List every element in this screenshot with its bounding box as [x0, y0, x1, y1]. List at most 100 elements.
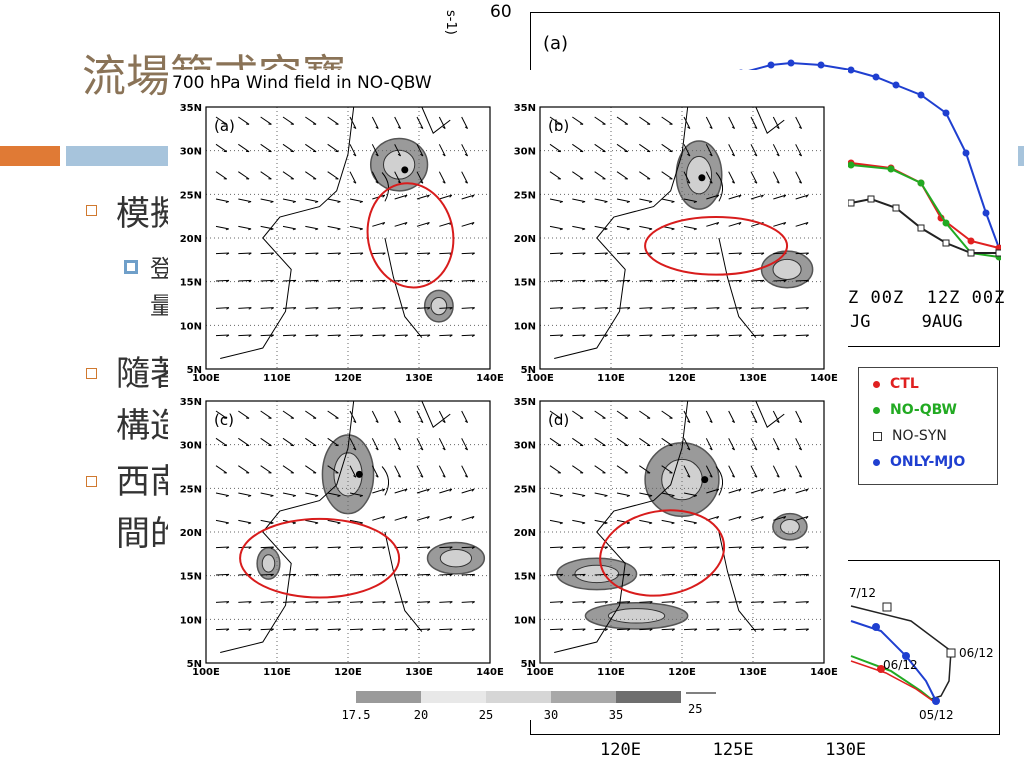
panel-frame	[205, 400, 491, 664]
wind-vector-head	[315, 573, 319, 577]
wind-vector	[728, 488, 742, 494]
wind-vector-head	[427, 334, 431, 338]
wind-vector	[260, 492, 274, 497]
wind-vector-head	[353, 447, 357, 451]
wind-vector	[639, 334, 653, 337]
wind-vector-head	[449, 334, 453, 338]
wind-vector	[549, 334, 564, 337]
wind-vector	[661, 410, 673, 419]
wind-vector-head	[582, 279, 586, 283]
wind-vector-head	[560, 279, 564, 283]
colorbar-label: 35	[609, 708, 623, 720]
wind-vector	[215, 198, 229, 203]
wind-vector-head	[427, 601, 431, 604]
wind-vector-head	[560, 601, 564, 604]
wind-vector-head	[776, 126, 780, 129]
wind-vector	[639, 279, 653, 282]
wind-vector	[371, 438, 379, 451]
colorbar-label: 17.5	[342, 708, 371, 720]
legend-item-no-qbw: NO-QBW	[873, 402, 957, 418]
wind-vector-head	[709, 153, 713, 157]
wind-vector-head	[315, 495, 319, 497]
wind-vector	[549, 252, 564, 255]
wind-vector-head	[420, 181, 424, 184]
track-label: 7/12	[849, 586, 876, 600]
wind-vector	[238, 492, 252, 497]
wind-vector	[549, 437, 562, 447]
wind-vector	[394, 465, 402, 478]
wind-vector-head	[270, 307, 274, 310]
wind-vector	[616, 279, 631, 282]
wind-vector-head	[604, 228, 608, 231]
wind-vector	[349, 438, 357, 451]
wind-vector-head	[337, 307, 341, 310]
lat-tick-label: 5N	[521, 659, 536, 670]
wind-vector	[549, 628, 564, 631]
wind-vector	[349, 225, 363, 230]
wind-vector	[282, 465, 295, 474]
bg-chart-marker	[982, 209, 990, 217]
highlight-ellipse	[599, 509, 726, 597]
bg-chart-marker	[892, 204, 900, 212]
wind-vector-head	[582, 228, 586, 231]
wind-vector	[795, 116, 803, 129]
wind-vector-head	[226, 334, 230, 338]
figure-title: 700 hPa Wind field in NO-QBW	[172, 73, 432, 93]
highlight-ellipse	[644, 216, 789, 276]
wind-vector	[616, 225, 630, 230]
wind-vector-head	[716, 252, 720, 256]
wind-vector	[439, 194, 452, 200]
wind-vector	[349, 410, 357, 423]
wind-vector	[439, 334, 453, 337]
wind-vector-head	[627, 573, 631, 577]
wind-vector-head	[716, 307, 720, 310]
wind-vector	[215, 519, 229, 524]
wind-vector-head	[471, 573, 475, 577]
wind-vector	[238, 628, 252, 631]
wind-vector	[594, 279, 608, 282]
wind-vector-head	[442, 447, 446, 451]
bg-chart-marker	[817, 61, 825, 69]
wind-vector-head	[382, 279, 386, 283]
wind-vector-head	[738, 601, 742, 604]
wind-vector-head	[420, 126, 424, 129]
wind-vector-head	[442, 153, 446, 157]
wind-vector-head	[382, 573, 386, 577]
wind-vector	[728, 410, 736, 423]
wind-vector	[416, 194, 430, 200]
wind-vector-head	[604, 546, 608, 550]
wind-vector	[750, 194, 764, 200]
bg-chart-xsub: JG 9AUG	[850, 312, 963, 332]
wind-vector	[616, 465, 629, 474]
wind-vector	[461, 307, 475, 309]
wind-vector-head	[471, 628, 475, 632]
wind-vector	[260, 410, 272, 419]
wind-vector	[750, 171, 758, 184]
wind-vector	[215, 143, 228, 153]
wind-vector-head	[582, 252, 586, 256]
wind-vector-head	[805, 252, 809, 256]
wind-vector-head	[337, 252, 341, 256]
lon-tick-label: 110E	[597, 667, 625, 678]
wind-vector-head	[776, 420, 780, 423]
wind-vector	[549, 573, 564, 576]
bg-chart-label: (a)	[543, 33, 568, 54]
wind-vector-head	[560, 334, 564, 338]
wind-vector-head	[627, 279, 631, 283]
lon-tick-label: 140E	[810, 667, 838, 678]
coastline-philippines	[718, 237, 757, 338]
wind-vector-head	[738, 307, 742, 310]
wind-vector	[750, 628, 765, 631]
lat-tick-label: 35N	[180, 103, 202, 114]
wind-vector-head	[783, 546, 787, 550]
wind-vector	[394, 171, 402, 184]
wind-vector	[349, 252, 364, 255]
wind-vector-head	[464, 181, 468, 184]
wind-vector	[683, 410, 691, 423]
bg-chart-marker	[847, 66, 855, 74]
wind-vector	[661, 198, 675, 203]
wind-vector-head	[783, 334, 787, 338]
wind-vector-head	[360, 573, 364, 577]
wind-vector	[549, 601, 564, 603]
